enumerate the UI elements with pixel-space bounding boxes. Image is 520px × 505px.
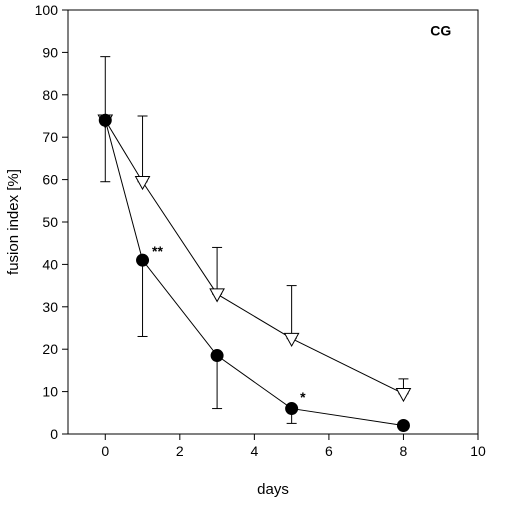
data-point-circle — [396, 419, 410, 433]
x-tick-label: 8 — [400, 443, 408, 459]
x-tick-label: 10 — [470, 443, 486, 459]
series-line-1 — [104, 120, 404, 427]
y-tick-label: 90 — [42, 44, 58, 60]
y-axis-label: fusion index [%] — [5, 169, 22, 275]
data-point-triangle — [209, 288, 225, 303]
x-tick-label: 4 — [250, 443, 258, 459]
x-axis-label: days — [257, 481, 289, 498]
data-point-triangle — [283, 332, 300, 347]
x-tick-label: 0 — [101, 443, 109, 459]
data-point-triangle — [395, 387, 412, 403]
y-tick-label: 70 — [42, 129, 58, 145]
annotation: ** — [152, 243, 163, 259]
x-tick-label: 6 — [325, 443, 333, 459]
y-tick-label: 20 — [42, 341, 58, 357]
data-point-triangle — [134, 175, 151, 191]
axes — [67, 9, 479, 435]
series-line-2 — [104, 119, 404, 395]
y-tick-label: 80 — [42, 87, 58, 103]
y-tick-label: 0 — [50, 426, 58, 442]
plot-frame — [67, 9, 479, 435]
x-tick-label: 2 — [176, 443, 184, 459]
y-tick-label: 10 — [42, 384, 58, 400]
data-point-circle — [285, 402, 299, 416]
y-tick-label: 100 — [35, 2, 59, 18]
data-point-circle — [210, 349, 224, 363]
error-bars — [100, 56, 409, 424]
annotation: CG — [430, 22, 451, 38]
series-markers — [97, 113, 412, 433]
series-lines — [104, 119, 404, 427]
y-tick-label: 60 — [42, 172, 58, 188]
annotations: CG*** — [152, 22, 451, 405]
y-tick-label: 50 — [42, 214, 58, 230]
data-point-circle — [98, 113, 112, 127]
y-tick-label: 30 — [42, 299, 58, 315]
y-tick-label: 40 — [42, 256, 58, 272]
annotation: * — [300, 389, 306, 405]
data-point-circle — [136, 253, 150, 267]
